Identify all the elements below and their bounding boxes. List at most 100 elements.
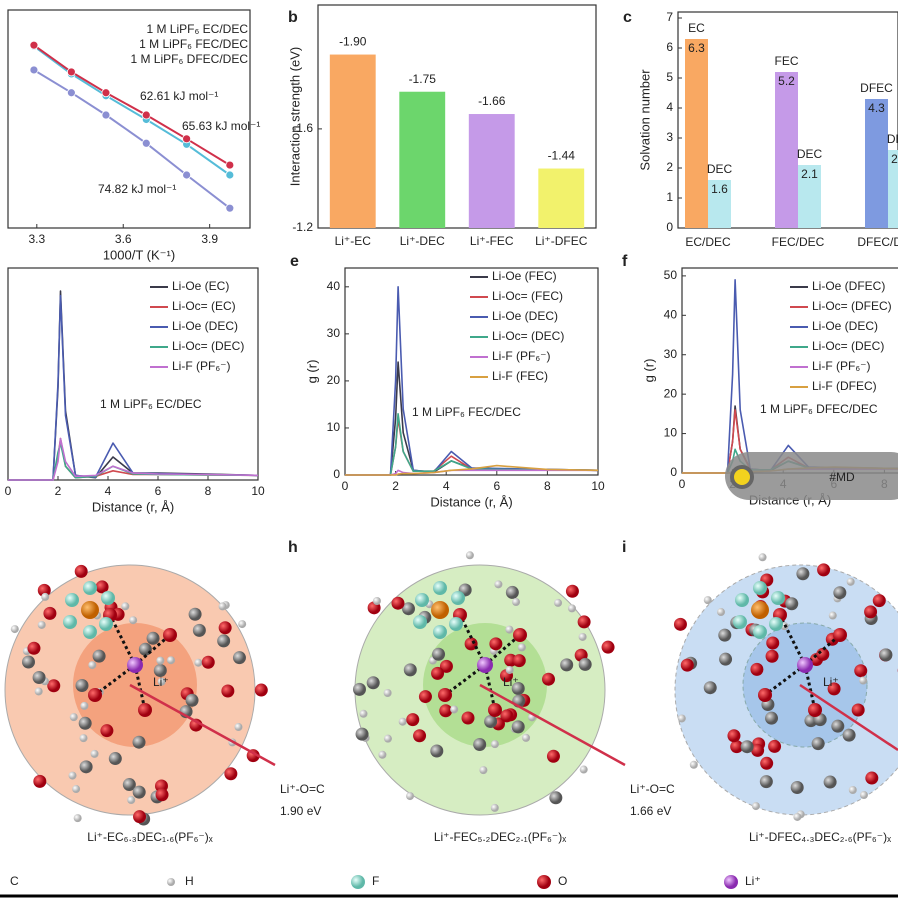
atom <box>449 617 463 631</box>
data-point <box>101 110 111 120</box>
y-axis-label: Interaction strength (eV) <box>287 47 302 186</box>
atom <box>234 723 243 732</box>
atom <box>439 704 453 718</box>
atom <box>88 661 97 670</box>
y-tick-label: 20 <box>664 386 678 400</box>
atom <box>74 564 88 578</box>
atom <box>75 679 89 693</box>
atom <box>355 727 369 741</box>
x-tick-label: 4 <box>443 479 450 493</box>
plot-frame <box>7 9 251 229</box>
atom <box>833 586 847 600</box>
x-tick-label: FEC/DEC <box>772 235 825 249</box>
atom <box>765 649 779 663</box>
atom <box>439 659 453 673</box>
x-tick-label: 3.9 <box>201 232 218 246</box>
data-point <box>225 170 235 180</box>
y-tick-label: 2 <box>666 160 673 174</box>
atom <box>465 551 474 560</box>
value-label: 1.6 <box>711 182 728 196</box>
x-tick-label: 0 <box>679 477 686 491</box>
plot-frame <box>317 4 597 229</box>
coordination-bond <box>444 663 486 697</box>
atom <box>549 791 563 805</box>
atom <box>188 607 202 621</box>
atom <box>450 705 459 714</box>
atom <box>601 640 615 654</box>
atom <box>512 654 526 668</box>
atom <box>372 596 381 605</box>
atom <box>808 703 822 717</box>
panel-letter: c <box>623 9 632 26</box>
data-point <box>225 160 235 170</box>
atom <box>753 581 767 595</box>
value-label: 4.3 <box>868 101 885 115</box>
legend-label: 1 M LiPF₆ DFEC/DEC <box>130 52 248 66</box>
atom <box>727 729 741 743</box>
atom <box>760 756 774 770</box>
plot-frame <box>7 267 259 481</box>
atom <box>72 785 81 794</box>
panel-letter: i <box>622 539 626 556</box>
atom <box>833 628 847 642</box>
atom <box>413 615 427 629</box>
atom <box>201 655 215 669</box>
atom <box>156 656 165 665</box>
atom <box>811 737 825 751</box>
atom <box>751 802 760 811</box>
atom <box>27 641 41 655</box>
legend-label: Li-Oe (DEC) <box>172 319 238 333</box>
atom <box>489 637 503 651</box>
atom <box>790 781 804 795</box>
y-tick-label: 30 <box>664 347 678 361</box>
atom <box>430 744 444 758</box>
y-tick-label: 7 <box>666 10 673 24</box>
data-point <box>182 134 192 144</box>
series-line <box>33 69 231 209</box>
center-label: Li⁺ <box>503 675 519 689</box>
atom <box>793 812 802 821</box>
atom <box>769 617 783 631</box>
atom <box>554 598 563 607</box>
atom <box>758 553 767 562</box>
atom <box>43 606 57 620</box>
atom <box>827 682 841 696</box>
x-tick-label: 2 <box>392 479 399 493</box>
legend-label: Li-Oc= (FEC) <box>492 289 563 303</box>
x-tick-label: 6 <box>493 479 500 493</box>
x-tick-label: 3.6 <box>115 232 132 246</box>
series-line <box>33 44 231 166</box>
y-tick-label: 6 <box>666 40 673 54</box>
atom <box>92 649 106 663</box>
atom <box>851 703 865 717</box>
annotation: 74.82 kJ mol⁻¹ <box>98 182 176 196</box>
x-tick-label: 3.3 <box>28 232 45 246</box>
atom <box>578 632 587 641</box>
atom <box>127 796 136 805</box>
legend-label: Li-Oc= (EC) <box>172 299 236 313</box>
atom <box>132 785 146 799</box>
atom <box>565 584 579 598</box>
x-tick-label: Li⁺-FEC <box>470 234 514 248</box>
y-tick-label: 1 <box>666 190 673 204</box>
atom <box>95 580 109 594</box>
watermark-dot <box>730 465 754 489</box>
atom <box>33 774 47 788</box>
atom <box>848 786 857 795</box>
legend-label: Li-Oe (EC) <box>172 279 229 293</box>
atom <box>859 676 868 685</box>
atom <box>185 693 199 707</box>
atom <box>473 738 487 752</box>
legend-label: Li-F (FEC) <box>492 369 548 383</box>
legend-label: Li⁺ <box>745 874 761 888</box>
atom <box>73 814 82 823</box>
atom <box>488 703 502 717</box>
series-line <box>345 464 599 476</box>
x-axis-label: 1000/T (K⁻¹) <box>103 247 175 262</box>
atom <box>366 676 380 690</box>
atom <box>359 709 368 718</box>
bar <box>865 99 888 228</box>
y-tick-label: 0 <box>670 465 677 479</box>
panel-letter: f <box>622 253 628 270</box>
data-point <box>101 88 111 98</box>
